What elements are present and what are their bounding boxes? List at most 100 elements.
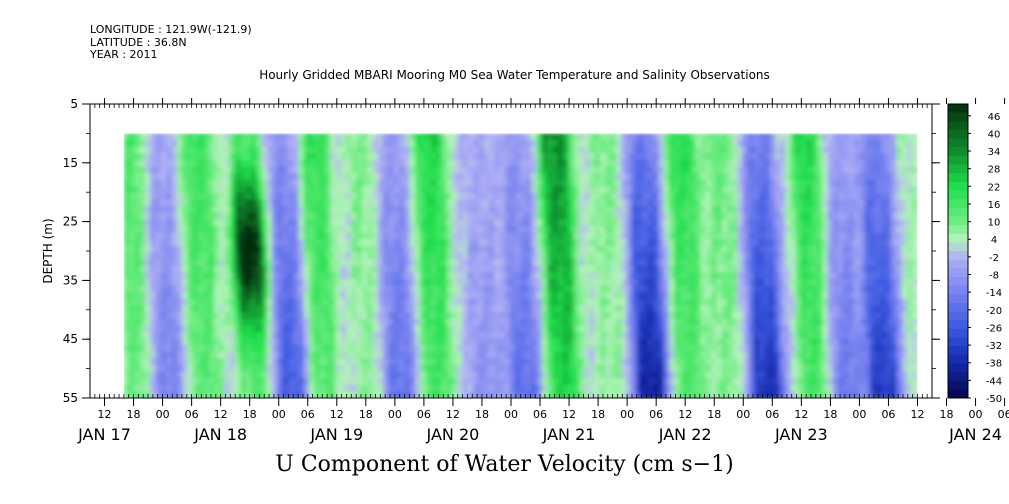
heatmap-cell [658, 371, 665, 379]
heatmap-cell [398, 312, 406, 320]
heatmap-cell [716, 378, 723, 386]
heatmap-cell [557, 358, 564, 366]
heatmap-cell [727, 364, 734, 373]
heatmap-cell [658, 325, 665, 333]
heatmap-cell [663, 173, 670, 181]
heatmap-cell [732, 252, 739, 260]
heatmap-cell [166, 153, 173, 161]
heatmap-cell [764, 140, 771, 148]
heatmap-cell [525, 140, 533, 148]
heatmap-cell [679, 219, 686, 227]
heatmap-cell [779, 159, 787, 168]
heatmap-cell [589, 186, 596, 194]
heatmap-cell [150, 212, 157, 221]
heatmap-cell [727, 345, 734, 353]
heatmap-cell [372, 298, 379, 307]
heatmap-cell [647, 239, 654, 247]
heatmap-cell [695, 364, 702, 373]
heatmap-cell [314, 153, 321, 161]
heatmap-cell [340, 272, 347, 280]
heatmap-cell [658, 186, 665, 194]
heatmap-cell [504, 325, 511, 333]
heatmap-cell [187, 265, 194, 274]
heatmap-cell [187, 272, 194, 280]
heatmap-cell [446, 232, 453, 241]
heatmap-cell [367, 345, 374, 353]
heatmap-cell [716, 345, 723, 353]
heatmap-cell [589, 358, 596, 366]
heatmap-cell [711, 226, 718, 234]
heatmap-cell [610, 285, 617, 293]
heatmap-cell [340, 318, 347, 327]
heatmap-cell [367, 219, 374, 227]
heatmap-cell [398, 186, 406, 194]
heatmap-cell [626, 312, 633, 320]
heatmap-cell [705, 391, 712, 399]
heatmap-cell [346, 318, 353, 327]
heatmap-cell [436, 378, 443, 386]
heatmap-cell [610, 133, 617, 141]
heatmap-cell [705, 331, 712, 340]
heatmap-cell [473, 206, 480, 214]
heatmap-cell [361, 259, 369, 267]
heatmap-cell [219, 199, 226, 207]
heatmap-cell [145, 351, 152, 360]
heatmap-cell [668, 265, 675, 274]
heatmap-cell [637, 318, 644, 327]
heatmap-cell [515, 245, 522, 254]
heatmap-cell [716, 239, 723, 247]
heatmap-cell [663, 318, 670, 327]
heatmap-cell [129, 265, 136, 274]
heatmap-cell [139, 331, 146, 340]
heatmap-cell [393, 140, 400, 148]
heatmap-cell [287, 166, 294, 174]
heatmap-cell [356, 292, 363, 300]
heatmap-cell [250, 305, 257, 313]
heatmap-cell [361, 298, 369, 307]
heatmap-cell [605, 312, 612, 320]
heatmap-cell [171, 166, 178, 174]
heatmap-cell [658, 140, 665, 148]
heatmap-cell [234, 378, 242, 386]
heatmap-cell [721, 351, 728, 360]
heatmap-cell [541, 312, 548, 320]
heatmap-cell [409, 298, 416, 307]
heatmap-cell [758, 364, 765, 373]
heatmap-cell [277, 391, 284, 399]
heatmap-cell [441, 226, 448, 234]
heatmap-cell [361, 318, 369, 327]
heatmap-cell [287, 278, 294, 287]
heatmap-cell [224, 239, 231, 247]
heatmap-cell [446, 212, 453, 221]
heatmap-cell [219, 358, 226, 366]
heatmap-cell [266, 278, 273, 287]
heatmap-cell [467, 226, 474, 234]
heatmap-cell [430, 272, 437, 280]
heatmap-cell [425, 351, 432, 360]
heatmap-cell [192, 179, 199, 188]
heatmap-cell [473, 298, 480, 307]
heatmap-cell [250, 153, 257, 161]
heatmap-cell [208, 364, 215, 373]
heatmap-cell [674, 378, 681, 386]
heatmap-cell [203, 226, 210, 234]
heatmap-cell [610, 312, 617, 320]
heatmap-cell [758, 133, 765, 141]
heatmap-cell [563, 186, 570, 194]
heatmap-cell [615, 384, 623, 393]
heatmap-cell [176, 272, 183, 280]
heatmap-cell [409, 140, 416, 148]
heatmap-cell [393, 384, 400, 393]
heatmap-cell [488, 192, 496, 201]
heatmap-cell [314, 232, 321, 241]
heatmap-cell [769, 206, 776, 214]
heatmap-cell [499, 159, 506, 168]
heatmap-cell [197, 331, 205, 340]
heatmap-cell [420, 272, 427, 280]
heatmap-cell [504, 358, 511, 366]
heatmap-cell [700, 358, 707, 366]
heatmap-cell [547, 265, 554, 274]
heatmap-cell [515, 351, 522, 360]
heatmap-cell [525, 318, 533, 327]
heatmap-cell [578, 358, 585, 366]
